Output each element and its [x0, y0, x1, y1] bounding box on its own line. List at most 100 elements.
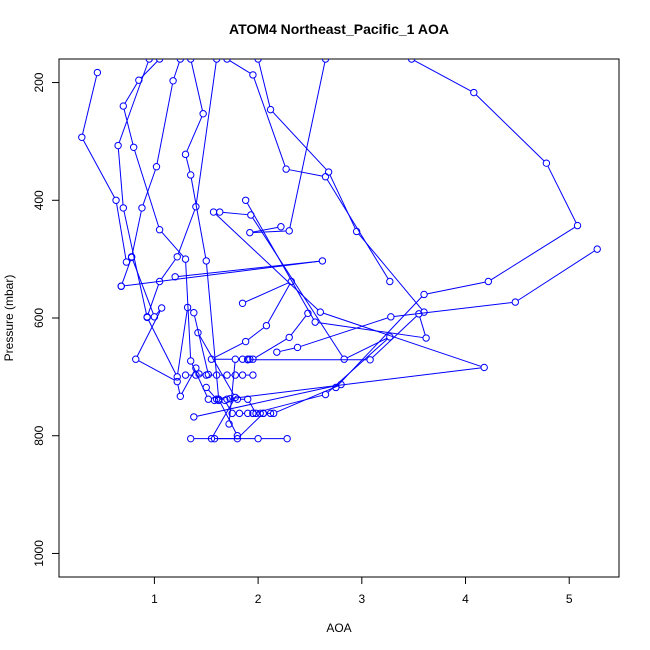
data-point [228, 409, 236, 418]
series-segment [214, 342, 244, 359]
data-point [238, 299, 247, 307]
series-segment [161, 259, 176, 280]
data-point [266, 409, 275, 418]
series-15 [209, 208, 488, 403]
data-point [202, 383, 210, 392]
series-segment [290, 315, 307, 336]
series-segment [326, 179, 389, 280]
data-point [422, 334, 430, 342]
series-5 [254, 59, 428, 316]
series-segment [212, 399, 235, 437]
series-segment [131, 210, 142, 255]
series-segment [329, 174, 356, 229]
series-segment [255, 338, 287, 358]
series-segment [148, 320, 177, 375]
series-segment [229, 60, 251, 74]
data-point [190, 413, 198, 421]
data-point [241, 196, 250, 204]
data-point [231, 371, 239, 379]
series-segment [419, 316, 426, 336]
data-point [138, 204, 146, 212]
data-point [287, 277, 295, 286]
series-segment [517, 250, 595, 301]
series-segment [490, 226, 576, 281]
series-21 [210, 396, 264, 418]
data-point [176, 59, 185, 63]
data-point [152, 163, 161, 171]
data-point [235, 409, 244, 418]
y-tick-label: 200 [32, 72, 46, 92]
series-segment [178, 260, 320, 277]
data-point [150, 313, 159, 321]
series-14 [117, 257, 327, 290]
data-point [252, 409, 260, 418]
series-segment [173, 61, 180, 78]
series-segment [272, 111, 327, 171]
data-point [202, 371, 210, 379]
data-point [256, 409, 264, 418]
series-segment [323, 312, 482, 367]
data-point [407, 59, 416, 63]
series-segment [142, 169, 156, 206]
series-segment [414, 60, 472, 92]
data-point [225, 420, 233, 428]
series-segment [222, 211, 248, 216]
chart-title: ATOM4 Northeast_Pacific_1 AOA [229, 21, 449, 37]
data-point [273, 348, 281, 356]
series-segment [177, 310, 188, 374]
data-point [337, 380, 345, 389]
series-segment [196, 384, 339, 417]
data-point [259, 409, 267, 418]
series-segment [177, 384, 181, 394]
series-segment [279, 347, 295, 352]
y-tick-label: 400 [32, 190, 46, 210]
y-axis-label: Pressure (mbar) [2, 275, 16, 362]
data-point [195, 370, 203, 378]
series-segment [267, 284, 291, 324]
data-point [247, 211, 255, 219]
data-point [277, 223, 285, 231]
series-segment [177, 209, 196, 254]
data-point [93, 68, 102, 77]
series-18 [187, 380, 345, 443]
series-segment [136, 310, 161, 357]
data-point [266, 105, 275, 114]
data-point [210, 396, 219, 405]
data-point [192, 371, 200, 379]
data-point [190, 309, 198, 317]
data-point [311, 318, 319, 326]
series-segment [276, 385, 339, 413]
data-point [241, 337, 250, 346]
data-point [573, 221, 582, 230]
series-segment [140, 60, 158, 79]
series-segment [124, 260, 320, 287]
data-point [223, 371, 231, 379]
data-point [321, 59, 330, 63]
data-point [114, 141, 122, 150]
series-segment [194, 315, 209, 372]
data-point [285, 227, 293, 235]
data-point [181, 255, 190, 263]
y-tick-label: 800 [32, 425, 46, 445]
data-point [318, 257, 327, 265]
data-point [352, 227, 361, 236]
series-segment [190, 178, 207, 258]
data-point [415, 310, 423, 318]
series-segment [123, 109, 134, 145]
data-point [216, 208, 224, 216]
data-point [223, 59, 231, 63]
data-point [145, 59, 153, 63]
data-point [155, 226, 164, 234]
data-point [366, 356, 374, 364]
data-point [316, 308, 325, 316]
data-point [249, 71, 257, 79]
data-point [249, 371, 257, 379]
data-point [340, 355, 348, 363]
data-point [324, 168, 333, 176]
data-point [233, 395, 242, 403]
series-segment [427, 281, 486, 295]
data-point [511, 298, 519, 306]
series-segment [206, 264, 219, 397]
data-point [199, 110, 207, 118]
data-point [194, 329, 202, 337]
